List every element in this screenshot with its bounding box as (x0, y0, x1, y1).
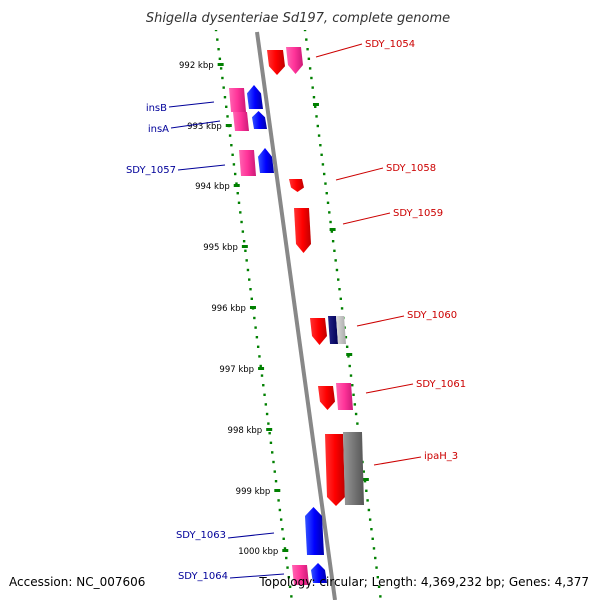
label-leader-line (170, 120, 221, 129)
scale-label: 1000 kbp (238, 547, 278, 557)
gene-feature[interactable] (286, 47, 303, 74)
gene-feature[interactable] (336, 316, 346, 344)
gene-label-sdy-1061[interactable]: SDY_1061 (416, 379, 466, 390)
scale-label: 997 kbp (219, 365, 254, 375)
label-leader-line (168, 101, 215, 108)
scale-label: 993 kbp (187, 122, 222, 132)
label-leader-line (227, 532, 275, 539)
gene-feature[interactable] (239, 150, 256, 176)
gene-feature[interactable] (318, 386, 335, 410)
scale-track-right (300, 0, 382, 598)
gene-label-insb[interactable]: insB (146, 103, 167, 114)
label-leader-line (356, 315, 405, 327)
label-leader-line (229, 573, 285, 579)
gene-label-sdy-1063[interactable]: SDY_1063 (176, 530, 226, 541)
gene-feature[interactable] (310, 318, 327, 345)
gene-feature[interactable] (305, 507, 324, 555)
gene-feature[interactable] (328, 316, 338, 344)
gene-feature[interactable] (247, 85, 263, 109)
label-leaders (168, 43, 422, 579)
gene-feature[interactable] (294, 208, 311, 253)
feature-track (229, 47, 364, 585)
gene-label-ipah-3[interactable]: ipaH_3 (424, 451, 458, 462)
gene-feature[interactable] (229, 88, 246, 112)
scale-track-left (209, 0, 293, 598)
scale-label: 992 kbp (179, 61, 214, 71)
gene-feature[interactable] (336, 383, 353, 410)
gene-label-insa[interactable]: insA (148, 124, 169, 135)
gene-labels: SDY_1054 insB insA SDY_1057 SDY_1058 SDY_1059… (126, 39, 466, 582)
label-leader-line (335, 167, 384, 181)
accession-text: Accession: NC_007606 (9, 575, 145, 589)
scale-label: 995 kbp (203, 243, 238, 253)
label-leader-line (315, 43, 363, 58)
gene-feature[interactable] (258, 148, 274, 173)
scale-label: 996 kbp (211, 304, 246, 314)
gene-feature[interactable] (325, 434, 345, 506)
scale-label: 994 kbp (195, 182, 230, 192)
gene-feature[interactable] (292, 565, 309, 585)
genome-backbone (255, 31, 337, 600)
gene-feature[interactable] (289, 179, 304, 192)
label-leader-line (365, 383, 414, 394)
gene-label-sdy-1059[interactable]: SDY_1059 (393, 208, 443, 219)
map-title: Shigella dysenteriae Sd197, complete gen… (146, 11, 450, 26)
gene-feature[interactable] (233, 112, 249, 131)
scale-label: 999 kbp (236, 487, 271, 497)
gene-label-sdy-1064[interactable]: SDY_1064 (178, 571, 228, 582)
scale-label: 998 kbp (228, 426, 263, 436)
gene-label-sdy-1057[interactable]: SDY_1057 (126, 165, 176, 176)
gene-feature[interactable] (252, 111, 267, 129)
gene-feature[interactable] (267, 50, 285, 75)
label-leader-line (342, 212, 391, 225)
topology-text: Topology: circular; Length: 4,369,232 bp… (258, 575, 589, 589)
gene-feature[interactable] (343, 432, 364, 505)
gene-label-sdy-1058[interactable]: SDY_1058 (386, 163, 436, 174)
label-leader-line (177, 164, 226, 171)
gene-label-sdy-1060[interactable]: SDY_1060 (407, 310, 457, 321)
gene-label-sdy-1054[interactable]: SDY_1054 (365, 39, 415, 50)
gene-feature[interactable] (311, 563, 327, 583)
label-leader-line (373, 456, 422, 466)
